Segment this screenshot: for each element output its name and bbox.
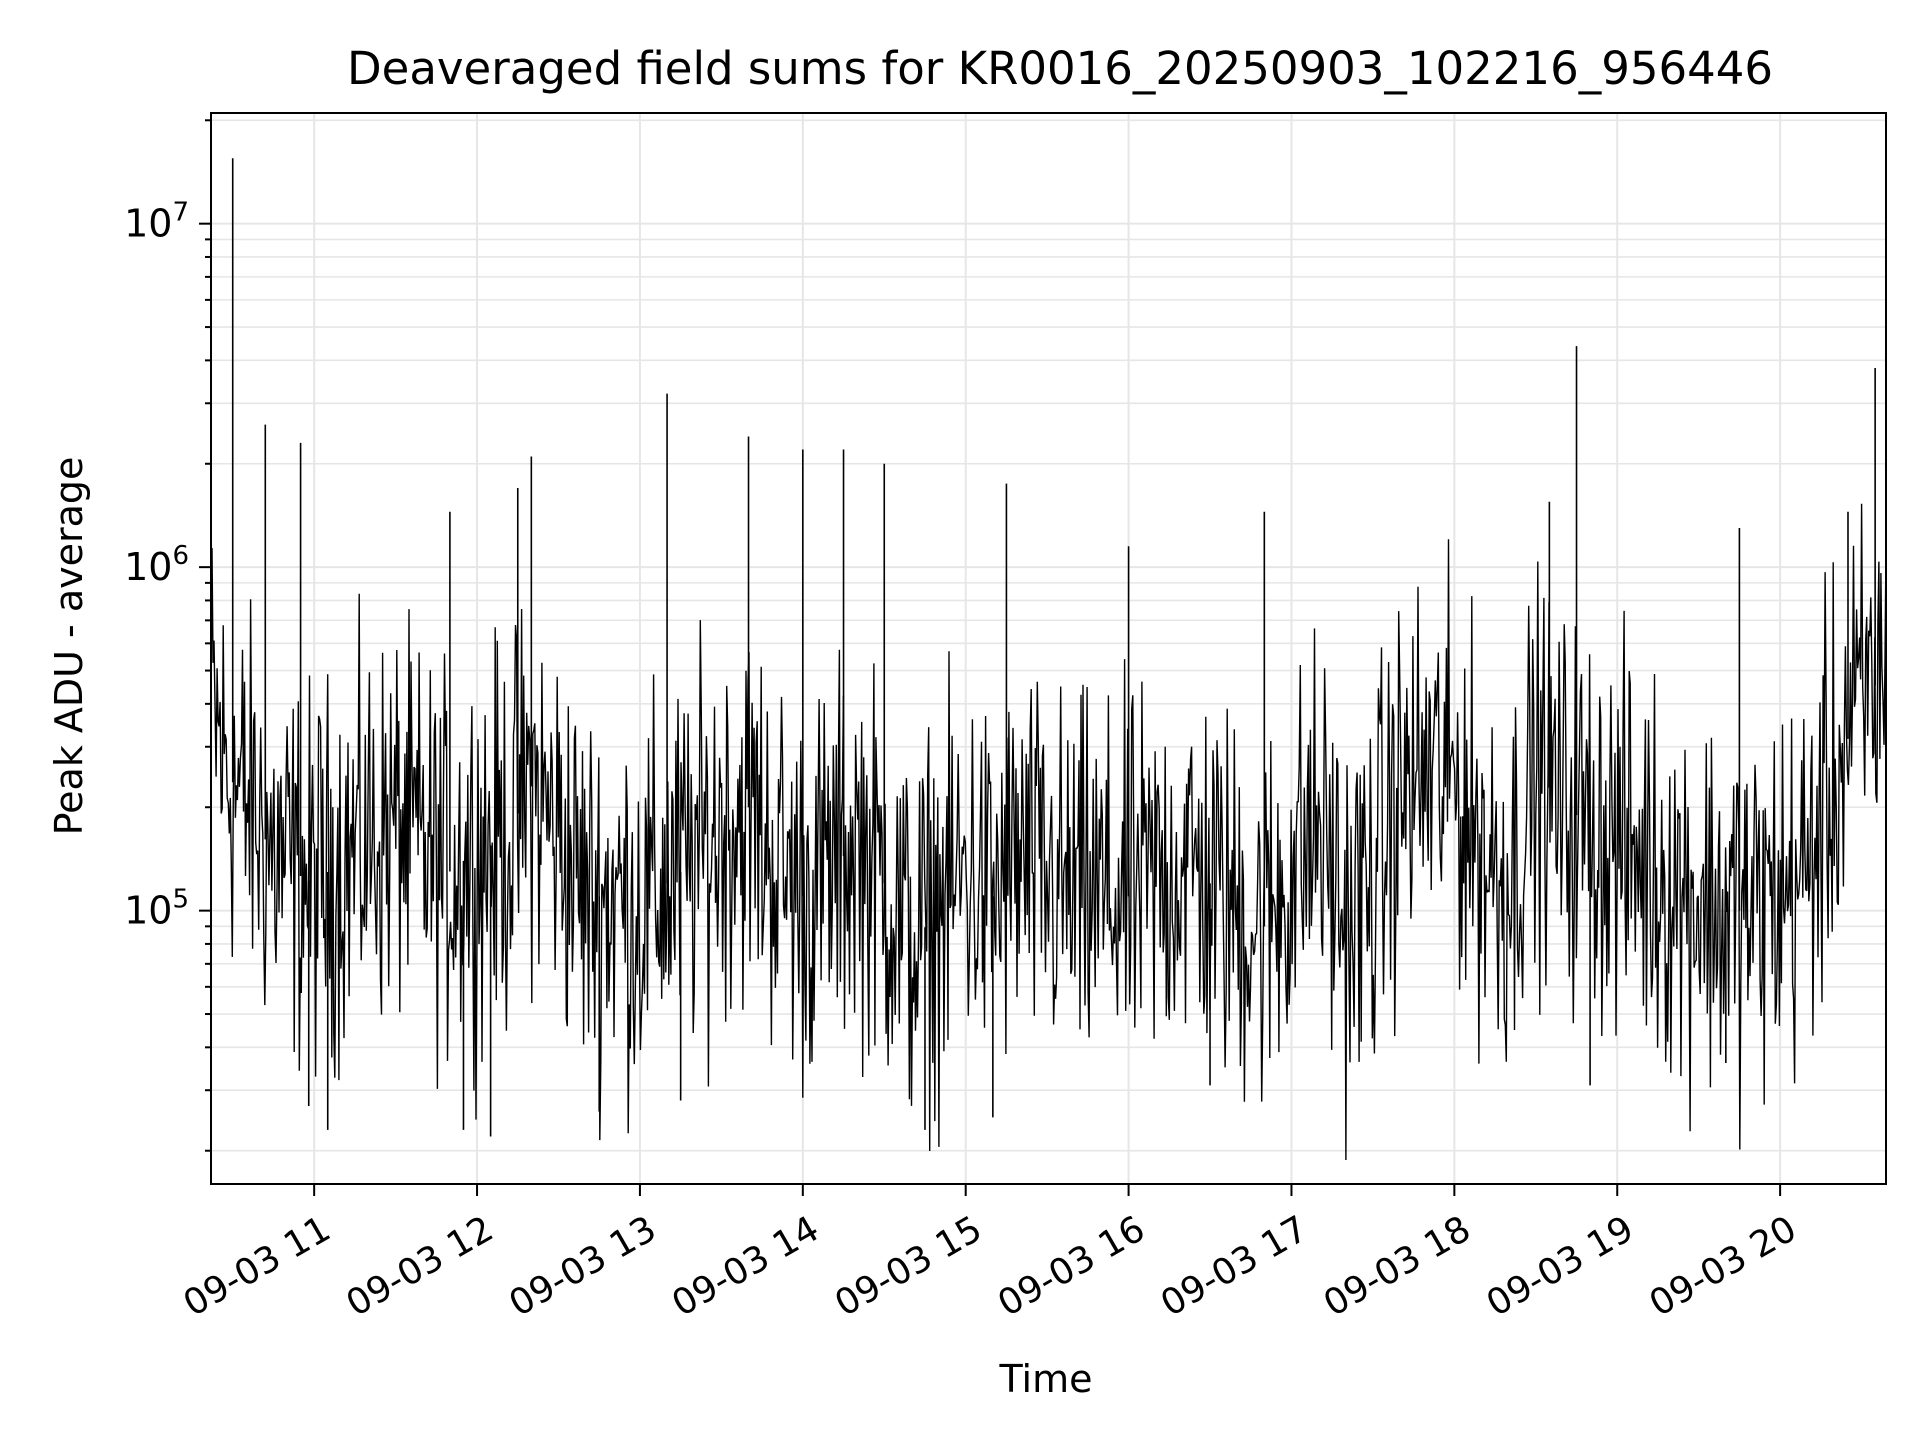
x-axis-label: Time (999, 1357, 1093, 1401)
y-tick-label-exponent: 6 (172, 541, 189, 571)
y-axis-label: Peak ADU - average (47, 457, 91, 836)
y-tick-label-base: 10 (124, 545, 172, 589)
plot-area (210, 112, 1887, 1185)
y-tick-label: 107 (124, 198, 189, 246)
series-group (210, 158, 1887, 1161)
y-tick-label-exponent: 7 (172, 198, 189, 228)
y-tick-label-exponent: 5 (172, 885, 189, 915)
chart-title: Deaveraged field sums for KR0016_2025090… (347, 42, 1773, 95)
y-tick-label-base: 10 (124, 889, 172, 933)
y-tick-label: 105 (124, 885, 189, 933)
axes-frame (210, 112, 1887, 1185)
grid-lines (211, 113, 1886, 1184)
y-tick-label-base: 10 (124, 202, 172, 246)
y-tick-label: 106 (124, 541, 189, 589)
